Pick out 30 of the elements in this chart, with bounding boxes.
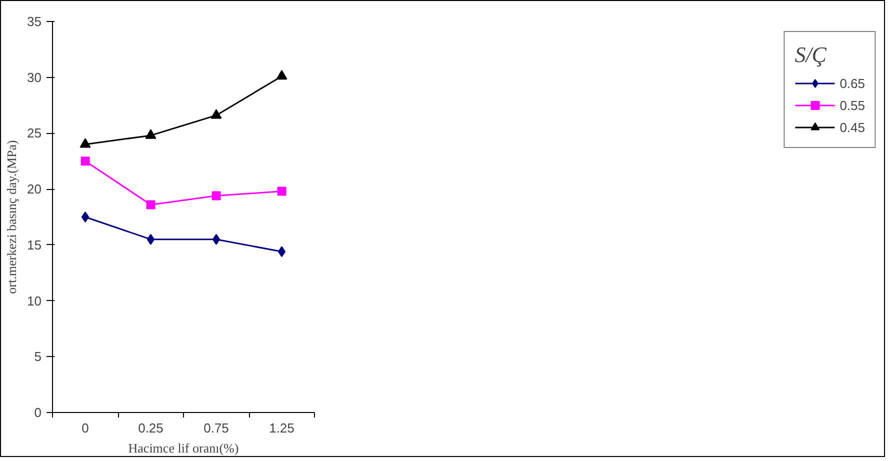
- x-axis-title: Hacimce lif oranı(%): [128, 440, 239, 456]
- point: [212, 234, 220, 245]
- point: [146, 200, 156, 210]
- y-tick-label: 35: [27, 14, 42, 29]
- point: [277, 186, 286, 196]
- y-tick-label: 30: [27, 70, 42, 85]
- point: [145, 129, 156, 139]
- y-axis-title: ort.merkezi basınç day.(MPa): [4, 140, 20, 294]
- point: [212, 191, 221, 200]
- point: [80, 156, 90, 166]
- point: [278, 246, 286, 258]
- y-tick-label: 5: [34, 349, 42, 364]
- x-tick-label: 0.75: [204, 420, 229, 436]
- legend-title: S/Ç: [794, 42, 828, 68]
- point: [81, 212, 90, 222]
- legend-label: 0.55: [840, 98, 865, 112]
- point: [146, 234, 155, 245]
- x-tick-label: 0.25: [138, 420, 164, 436]
- y-tick-label: 25: [27, 126, 42, 141]
- y-tick-label: 15: [27, 237, 42, 252]
- x-tick-label: 0: [82, 420, 89, 436]
- y-tick-label: 20: [27, 182, 42, 197]
- legend-label: 0.65: [840, 76, 865, 90]
- legend-label: 0.45: [840, 120, 865, 134]
- point: [210, 109, 222, 119]
- y-tick-label: 10: [27, 293, 42, 308]
- point: [276, 70, 288, 80]
- x-tick-label: 1.25: [269, 420, 294, 436]
- point: [80, 138, 91, 148]
- y-tick-label: 0: [34, 405, 42, 420]
